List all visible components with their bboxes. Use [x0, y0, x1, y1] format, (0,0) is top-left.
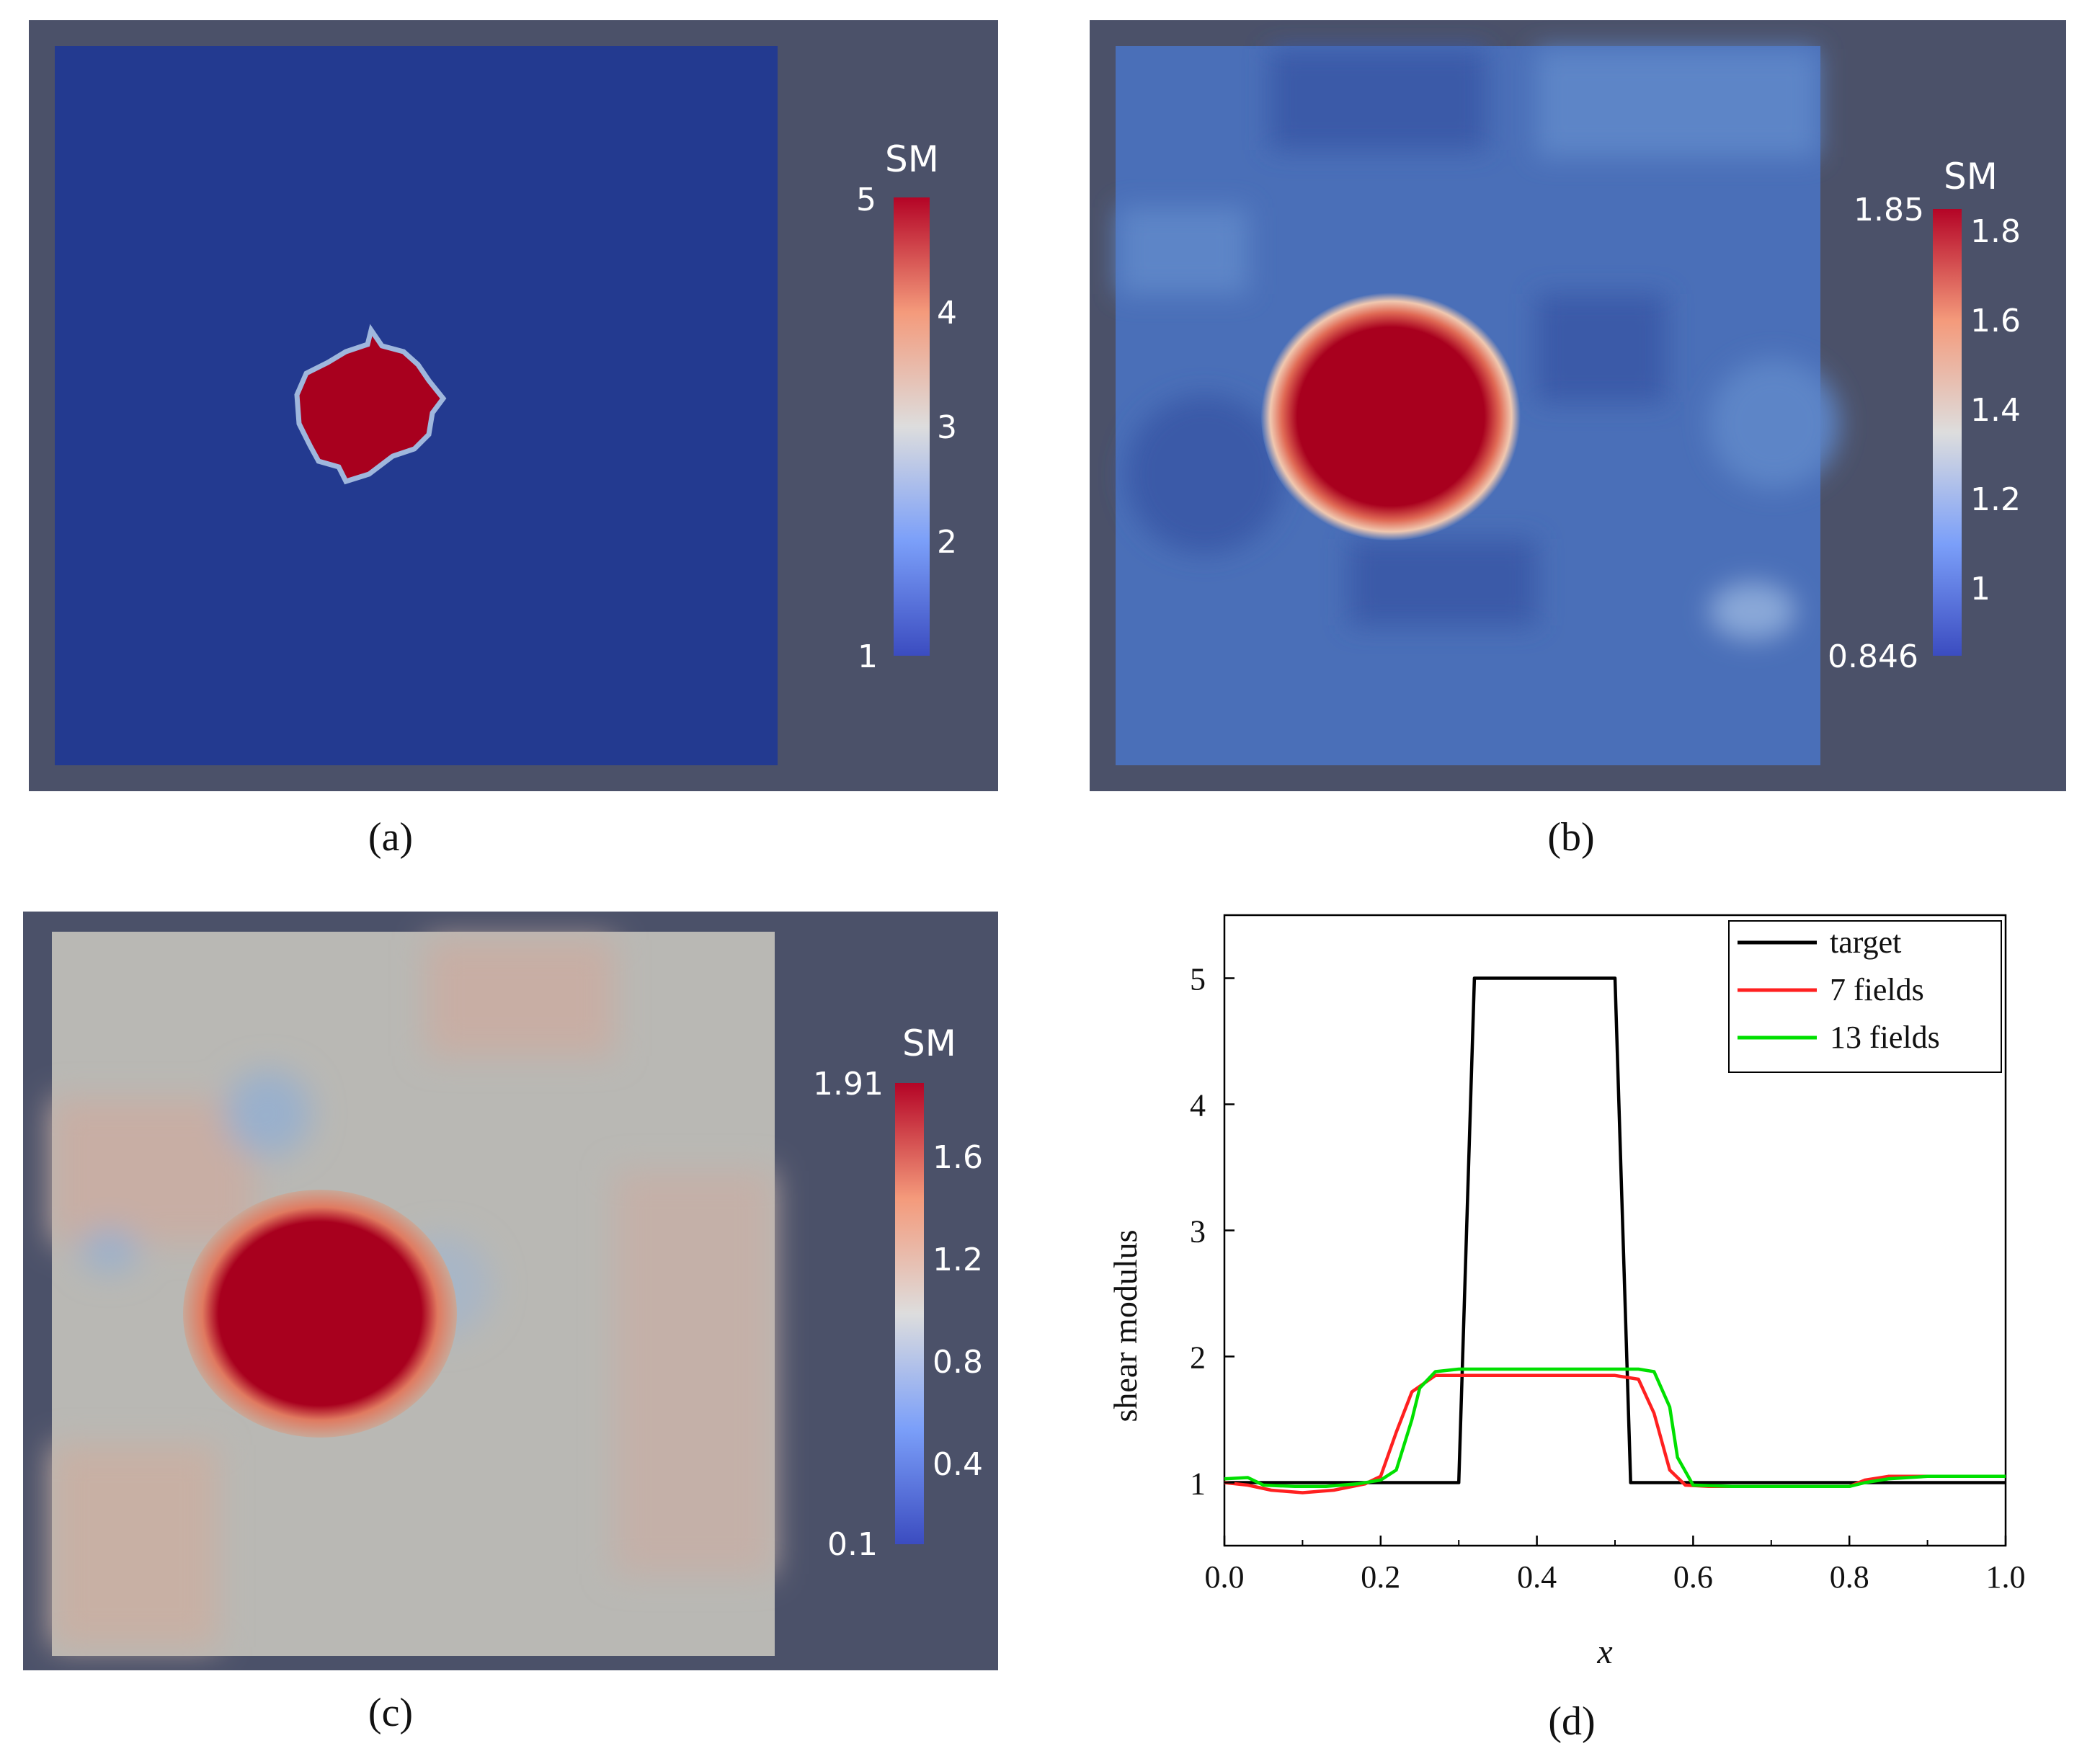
panel-a-field	[55, 46, 930, 765]
caption-b: (b)	[1547, 815, 1595, 860]
legend-box	[1728, 920, 2002, 1073]
y-tick-label: 5	[1190, 962, 1206, 997]
field-c-variations	[52, 940, 773, 1647]
panel-c: SM 1.91 1.6 1.2 0.8 0.4 0.1	[23, 912, 998, 1670]
colorbar-a-max: 5	[856, 182, 876, 218]
colorbar-c-tick: 0.8	[933, 1344, 983, 1381]
legend-label: target	[1830, 925, 1901, 960]
colorbar-b-tick: 1	[1970, 571, 1990, 607]
colorbar-b	[1933, 209, 1962, 656]
colorbar-a-tick: 3	[937, 409, 957, 446]
x-tick-label: 0.6	[1673, 1559, 1713, 1595]
caption-c: (c)	[368, 1690, 414, 1735]
chart-d: 0.0 0.2 0.4 0.6 0.8 1.0 1 2 3 4 5 target 7 fields 13…	[1107, 914, 2026, 1671]
colorbar-a-min: 1	[858, 638, 878, 675]
field-b-variations	[1118, 49, 1839, 640]
y-tick-label: 2	[1190, 1340, 1206, 1376]
chart-d-ylabel: shear modulus	[1107, 1229, 1144, 1422]
y-tick-label: 1	[1190, 1466, 1206, 1502]
inclusion-a	[294, 324, 447, 485]
caption-a: (a)	[368, 815, 414, 860]
chart-d-ticks: 0.0 0.2 0.4 0.6 0.8 1.0 1 2 3 4 5	[1190, 962, 2026, 1595]
x-tick-label: 1.0	[1986, 1559, 2026, 1595]
colorbar-a-tick: 4	[937, 295, 957, 331]
colorbar-b-tick: 1.4	[1970, 392, 2021, 429]
panel-b-field	[1116, 46, 1962, 765]
legend-label: 13 fields	[1830, 1020, 1940, 1055]
colorbar-c-max: 1.91	[813, 1066, 884, 1102]
x-tick-label: 0.4	[1517, 1559, 1557, 1595]
colorbar-b-tick: 1.8	[1970, 213, 2021, 250]
chart-d-xlabel: x	[1596, 1633, 1612, 1671]
inclusion-b	[1261, 293, 1521, 540]
colorbar-a-title: SM	[885, 138, 939, 180]
x-tick-label: 0.0	[1205, 1559, 1245, 1595]
series-line-13-fields	[1224, 1367, 2006, 1489]
series-line-7-fields	[1224, 1373, 2006, 1494]
inclusion-c	[183, 1190, 457, 1438]
colorbar-b-min: 0.846	[1828, 638, 1918, 675]
colorbar-b-title: SM	[1944, 156, 1998, 197]
chart-d-series	[1224, 976, 2006, 1494]
colorbar-c	[895, 1083, 924, 1544]
chart-d-legend: target 7 fields 13 fields	[1728, 920, 2002, 1073]
x-tick-label: 0.8	[1830, 1559, 1869, 1595]
colorbar-a	[894, 197, 930, 656]
legend-label: 7 fields	[1830, 972, 1924, 1007]
colorbar-a-tick: 2	[937, 524, 957, 561]
x-tick-label: 0.2	[1361, 1559, 1400, 1595]
colorbar-b-tick: 1.2	[1970, 481, 2021, 518]
colorbar-c-title: SM	[902, 1023, 956, 1064]
colorbar-c-min: 0.1	[827, 1526, 878, 1563]
colorbar-c-tick: 0.4	[933, 1446, 983, 1483]
y-tick-label: 4	[1190, 1088, 1206, 1123]
colorbar-c-tick: 1.2	[933, 1242, 983, 1278]
caption-d: (d)	[1548, 1699, 1596, 1744]
panel-c-field	[52, 932, 924, 1656]
panel-b: SM 1.85 1.8 1.6 1.4 1.2 1 0.846	[1090, 20, 2066, 791]
panel-a: SM 5 4 3 2 1	[29, 20, 998, 791]
y-tick-label: 3	[1190, 1214, 1206, 1250]
colorbar-b-max: 1.85	[1854, 192, 1924, 228]
colorbar-c-tick: 1.6	[933, 1139, 983, 1176]
colorbar-b-tick: 1.6	[1970, 303, 2021, 339]
